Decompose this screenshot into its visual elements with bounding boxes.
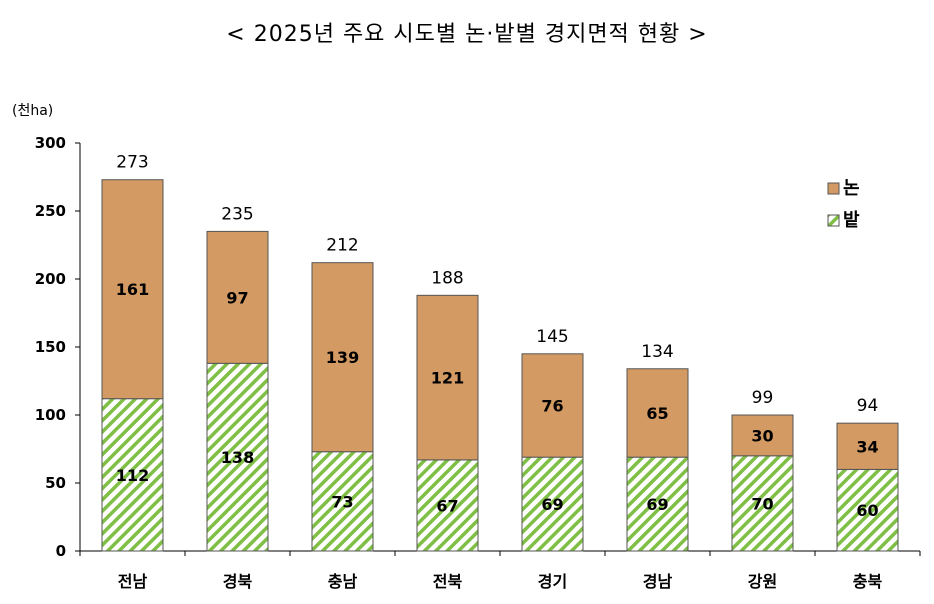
bar-segment-bat [206, 362, 269, 552]
y-tick-label: 250 [35, 202, 66, 220]
legend-swatch [827, 182, 840, 195]
data-label-bat: 69 [646, 495, 668, 514]
data-label-non: 161 [116, 280, 149, 299]
data-label-non: 139 [326, 348, 359, 367]
data-label-non: 65 [646, 404, 668, 423]
data-label-bat: 70 [751, 494, 773, 513]
data-label-bat: 67 [436, 496, 458, 515]
data-label-non: 97 [226, 288, 248, 307]
x-category-label: 전남 [118, 572, 148, 591]
data-label-bat: 138 [221, 448, 254, 467]
x-category-label: 경남 [643, 572, 673, 591]
data-label-non: 76 [541, 396, 563, 415]
bar-segment-bat [101, 398, 164, 552]
total-label: 99 [752, 388, 774, 408]
y-tick-label: 100 [35, 406, 66, 424]
bar-segment-non [836, 422, 899, 470]
bar-segment-bat [311, 451, 374, 552]
bar-segment-bat [836, 468, 899, 552]
y-tick-label: 300 [35, 134, 66, 152]
labels: 112 161 273 전남 138 97 235 경북 73 139 212 충남 67 121 188 전… [116, 153, 883, 591]
data-label-bat: 69 [541, 495, 563, 514]
total-label: 145 [536, 327, 568, 347]
y-tick-label: 0 [56, 542, 66, 560]
total-label: 235 [221, 204, 253, 224]
x-category-label: 충북 [853, 572, 883, 591]
total-label: 94 [857, 396, 879, 416]
data-label-bat: 73 [331, 492, 353, 511]
legend-label: 밭 [843, 210, 860, 231]
total-label: 188 [431, 268, 463, 288]
legend: 논밭 [827, 178, 860, 231]
x-category-label: 강원 [748, 572, 777, 591]
bar-segment-bat [521, 456, 584, 552]
y-tick-label: 50 [45, 474, 66, 492]
data-label-non: 30 [751, 426, 773, 445]
data-label-bat: 60 [856, 501, 878, 520]
legend-label: 논 [843, 178, 860, 199]
total-label: 212 [326, 236, 358, 256]
x-category-label: 충남 [328, 572, 358, 591]
y-axis-unit: (천ha) [12, 103, 54, 119]
bar-segment-non [416, 294, 479, 461]
y-tick-label: 200 [35, 270, 66, 288]
legend-swatch [827, 214, 840, 227]
bar-segment-bat [626, 456, 689, 552]
data-label-non: 121 [431, 369, 464, 388]
axes: 0 50 100 150 200 250 300 [35, 134, 921, 560]
bar-segment-non [731, 414, 794, 457]
data-label-bat: 112 [116, 466, 149, 485]
x-category-label: 경북 [223, 572, 253, 591]
bar-segment-bat [416, 459, 479, 552]
x-category-label: 경기 [538, 572, 567, 591]
bar-segment-non [626, 368, 689, 458]
total-label: 134 [641, 342, 673, 362]
bars [101, 179, 899, 552]
chart-title: < 2025년 주요 시도별 논·밭별 경지면적 현황 > [226, 22, 708, 47]
bar-segment-non [311, 262, 374, 453]
bar-segment-non [101, 179, 164, 400]
bar-segment-bat [731, 455, 794, 552]
y-tick-label: 150 [35, 338, 66, 356]
bar-segment-non [521, 353, 584, 458]
total-label: 273 [116, 153, 148, 173]
x-category-label: 전북 [433, 572, 463, 591]
data-label-non: 34 [856, 437, 878, 456]
bar-segment-non [206, 230, 269, 364]
